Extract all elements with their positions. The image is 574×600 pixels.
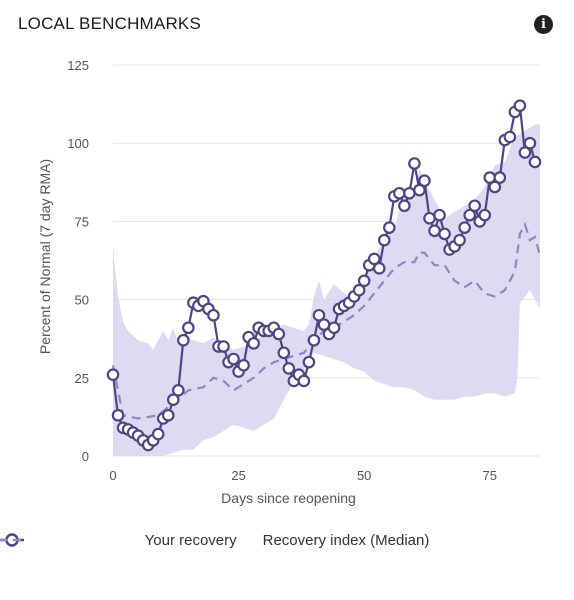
data-point [297, 374, 311, 388]
data-point [182, 321, 195, 335]
data-point [327, 321, 341, 335]
data-point [493, 171, 507, 184]
data-point [247, 337, 260, 350]
median-series-line [111, 221, 542, 420]
info-icon[interactable]: i [534, 15, 553, 34]
x-tick-label: 50 [357, 468, 371, 483]
data-point [272, 327, 286, 341]
y-tick-label: 75 [75, 214, 89, 229]
chart-legend: Your recovery Recovery index (Median) [0, 532, 574, 549]
data-point [408, 157, 421, 170]
data-point [528, 155, 542, 169]
recovery-chart: 0 25 50 75 100 125 0 25 50 75 Days since reopening… [37, 58, 542, 506]
legend-item-your-recovery[interactable]: Your recovery [0, 532, 237, 549]
data-point [357, 274, 371, 288]
data-point [382, 221, 396, 234]
data-point [227, 352, 240, 366]
data-point [523, 136, 537, 150]
x-tick-label: 0 [109, 468, 116, 483]
data-point [468, 199, 481, 213]
x-axis-label: Days since reopening [221, 490, 356, 506]
data-point [478, 208, 492, 222]
data-point [518, 146, 532, 159]
y-tick-label: 50 [75, 293, 89, 308]
y-tick-label: 125 [67, 58, 89, 73]
legend-label-your-recovery: Your recovery [144, 532, 237, 549]
data-point [423, 211, 436, 225]
data-point [161, 409, 175, 422]
x-tick-label: 25 [231, 468, 245, 483]
data-point [166, 393, 180, 406]
data-point [177, 333, 190, 347]
y-tick-label: 100 [67, 136, 89, 151]
data-point [106, 368, 120, 381]
data-point [377, 233, 391, 247]
data-point [428, 224, 441, 238]
data-point [372, 262, 386, 275]
data-point [312, 308, 326, 322]
legend-dash-icon [0, 538, 24, 542]
data-point [367, 252, 381, 266]
data-point [418, 174, 431, 188]
data-point [513, 99, 527, 112]
data-point [453, 233, 466, 247]
data-point [307, 333, 321, 347]
data-point [438, 227, 451, 241]
legend-label-median: Recovery index (Median) [262, 532, 430, 549]
data-point [111, 409, 125, 422]
data-point [458, 221, 471, 234]
x-tick-label: 75 [483, 468, 497, 483]
data-point [282, 362, 296, 375]
recovery-index-range-band [113, 124, 540, 457]
data-point [463, 208, 476, 222]
data-point [403, 186, 416, 200]
data-point [488, 180, 502, 194]
data-point [433, 208, 446, 222]
y-axis-label: Percent of Normal (7 day RMA) [37, 159, 53, 354]
data-point [398, 199, 411, 213]
data-point [413, 183, 426, 197]
y-tick-label: 0 [82, 449, 89, 464]
data-point [393, 186, 406, 200]
data-point [352, 283, 366, 297]
data-point [503, 130, 517, 144]
data-point [217, 340, 230, 353]
data-point [237, 358, 250, 372]
data-point [172, 384, 185, 397]
card-title: LOCAL BENCHMARKS [18, 14, 202, 33]
data-point [302, 355, 316, 369]
legend-item-median[interactable]: Recovery index (Median) [0, 532, 430, 549]
data-point [151, 427, 165, 441]
data-point [277, 346, 291, 360]
y-tick-label: 25 [75, 371, 89, 386]
data-point [207, 308, 220, 322]
